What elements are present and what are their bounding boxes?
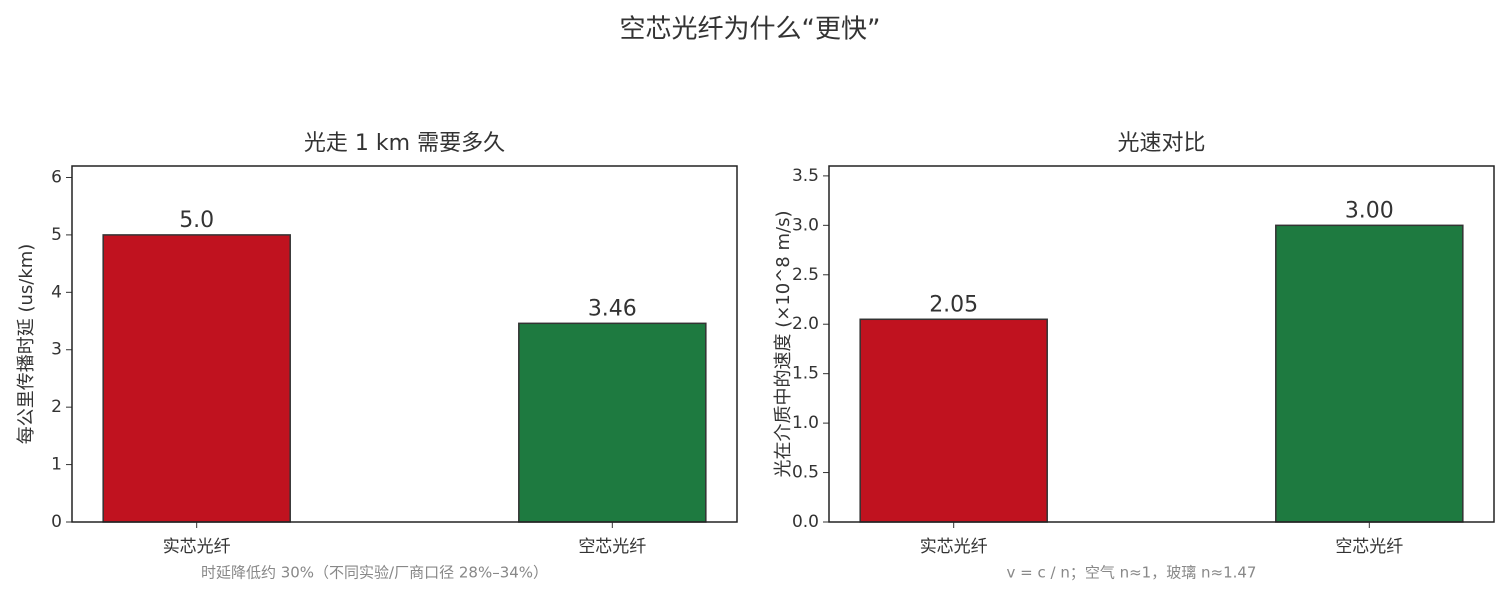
value-label: 2.05 <box>929 292 978 317</box>
y-tick-label: 0.5 <box>792 463 819 483</box>
y-tick-label: 0 <box>51 512 62 532</box>
y-tick-label: 2.5 <box>792 265 819 285</box>
y-axis-label: 光在介质中的速度 (×10^8 m/s) <box>773 211 794 478</box>
y-tick-label: 3 <box>51 340 62 360</box>
axes-frame <box>71 165 738 523</box>
y-axis-label: 每公里传播时延 (us/km) <box>16 244 37 445</box>
y-tick-label: 0.0 <box>792 512 819 532</box>
value-label: 3.00 <box>1345 198 1394 223</box>
y-tick-label: 2 <box>51 397 62 417</box>
figure-title: 空芯光纤为什么“更快” <box>620 15 881 45</box>
y-tick-label: 1 <box>51 455 62 475</box>
y-tick-label: 1.5 <box>792 364 819 384</box>
y-tick-label: 6 <box>51 167 62 187</box>
y-tick-label: 5 <box>51 225 62 245</box>
bar <box>859 318 1048 523</box>
annotation: 时延降低约 30%（不同实验/厂商口径 28%–34%） <box>201 564 548 582</box>
x-tick-label: 空芯光纤 <box>578 537 646 557</box>
y-tick-label: 3.5 <box>792 166 819 186</box>
axes-title: 光速对比 <box>1117 131 1205 156</box>
y-tick-label: 3.0 <box>792 215 819 235</box>
x-tick-label: 空芯光纤 <box>1335 537 1403 557</box>
x-tick-label: 实芯光纤 <box>163 537 231 557</box>
bar <box>102 234 291 523</box>
y-tick-label: 4 <box>51 282 62 302</box>
axes-frame <box>828 165 1495 523</box>
value-label: 3.46 <box>588 296 637 321</box>
y-tick-label: 2.0 <box>792 314 819 334</box>
bar <box>1275 224 1464 523</box>
bar <box>518 322 707 523</box>
annotation: v = c / n；空气 n≈1，玻璃 n≈1.47 <box>1007 564 1257 582</box>
x-tick-label: 实芯光纤 <box>920 537 988 557</box>
axes-title: 光走 1 km 需要多久 <box>304 131 505 156</box>
y-tick-label: 1.0 <box>792 413 819 433</box>
value-label: 5.0 <box>179 208 214 233</box>
